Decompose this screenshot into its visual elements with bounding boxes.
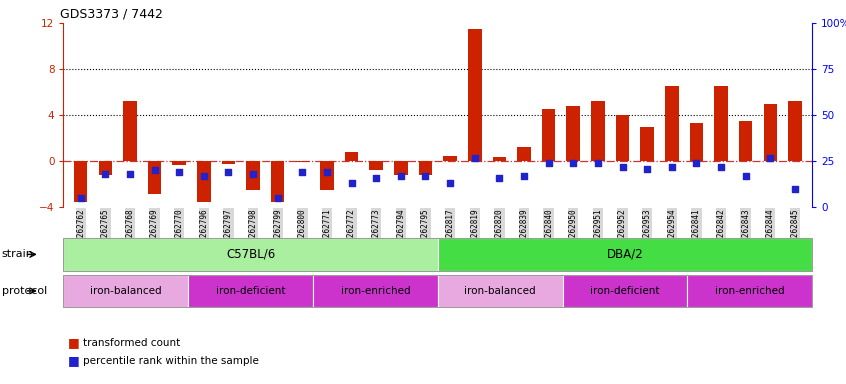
Text: C57BL/6: C57BL/6: [226, 248, 275, 261]
Bar: [567, 106, 580, 161]
Text: percentile rank within the sample: percentile rank within the sample: [83, 356, 259, 366]
Bar: [517, 147, 530, 161]
Point: [74, 195, 87, 201]
Point: [567, 160, 580, 166]
Bar: [295, 161, 309, 162]
Text: iron-enriched: iron-enriched: [341, 286, 410, 296]
Bar: [197, 161, 211, 202]
Text: strain: strain: [2, 249, 34, 260]
Point: [419, 173, 432, 179]
Point: [689, 160, 703, 166]
Point: [542, 160, 556, 166]
Bar: [689, 123, 703, 161]
Text: protocol: protocol: [2, 286, 47, 296]
Text: transformed count: transformed count: [83, 338, 180, 348]
Bar: [394, 161, 408, 175]
Point: [468, 154, 481, 161]
Point: [443, 180, 457, 187]
Text: ■: ■: [68, 354, 80, 367]
Point: [640, 166, 654, 172]
Text: iron-deficient: iron-deficient: [216, 286, 285, 296]
Bar: [74, 161, 87, 202]
Bar: [492, 157, 506, 161]
Point: [591, 160, 605, 166]
Bar: [98, 161, 112, 175]
Point: [517, 173, 530, 179]
Bar: [271, 161, 284, 202]
Text: iron-enriched: iron-enriched: [715, 286, 784, 296]
Point: [665, 164, 678, 170]
Bar: [222, 161, 235, 164]
Point: [320, 169, 333, 175]
Bar: [591, 101, 605, 161]
Point: [271, 195, 284, 201]
Bar: [665, 86, 678, 161]
Point: [764, 154, 777, 161]
Point: [295, 169, 309, 175]
Bar: [173, 161, 186, 165]
Bar: [419, 161, 432, 175]
Point: [394, 173, 408, 179]
Point: [148, 167, 162, 174]
Point: [370, 175, 383, 181]
Bar: [788, 101, 802, 161]
Text: iron-balanced: iron-balanced: [90, 286, 162, 296]
Point: [492, 175, 506, 181]
Text: iron-deficient: iron-deficient: [591, 286, 660, 296]
Point: [714, 164, 728, 170]
Bar: [246, 161, 260, 190]
Bar: [320, 161, 334, 190]
Point: [222, 169, 235, 175]
Point: [124, 171, 137, 177]
Text: iron-balanced: iron-balanced: [464, 286, 536, 296]
Point: [173, 169, 186, 175]
Bar: [640, 127, 654, 161]
Text: DBA/2: DBA/2: [607, 248, 643, 261]
Bar: [124, 101, 137, 161]
Bar: [345, 152, 359, 161]
Text: GDS3373 / 7442: GDS3373 / 7442: [60, 7, 162, 20]
Point: [788, 186, 802, 192]
Text: ■: ■: [68, 336, 80, 349]
Bar: [714, 86, 728, 161]
Bar: [739, 121, 752, 161]
Point: [739, 173, 752, 179]
Point: [98, 171, 112, 177]
Bar: [764, 104, 777, 161]
Bar: [370, 161, 383, 170]
Bar: [541, 109, 556, 161]
Bar: [148, 161, 162, 194]
Point: [345, 180, 359, 187]
Point: [616, 164, 629, 170]
Bar: [468, 29, 481, 161]
Bar: [616, 115, 629, 161]
Point: [197, 173, 211, 179]
Point: [246, 171, 260, 177]
Bar: [443, 156, 457, 161]
